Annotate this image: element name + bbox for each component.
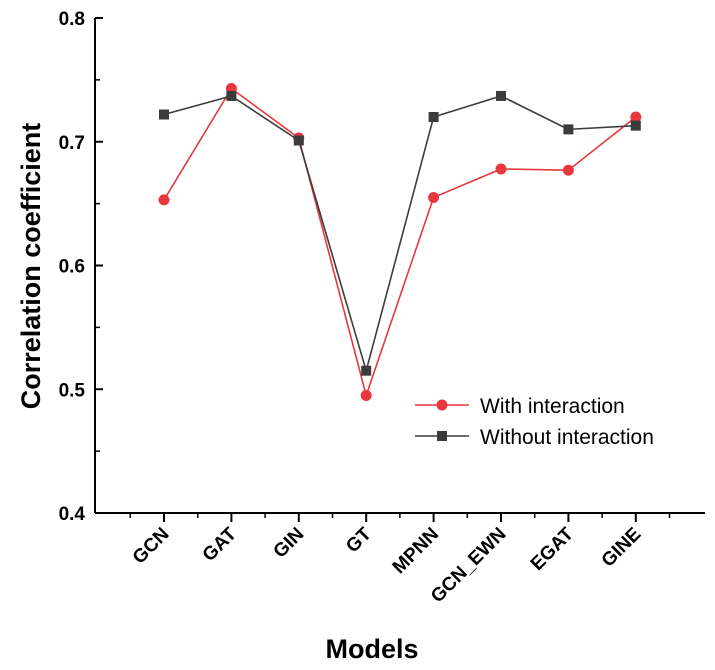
y-tick-label: 0.8 (59, 9, 85, 30)
y-axis-title: Correlation coefficient (16, 123, 46, 410)
legend-label: With interaction (480, 395, 625, 418)
y-tick-label: 0.7 (59, 133, 85, 154)
legend-marker (436, 399, 448, 411)
x-tick-label: EGAT (527, 523, 578, 574)
x-tick-label: GT (342, 523, 376, 557)
data-point (428, 112, 439, 122)
legend-marker (437, 431, 447, 441)
data-point (496, 90, 506, 101)
x-tick-label: GAT (199, 523, 241, 565)
series-2 (159, 90, 641, 376)
y-tick-label: 0.6 (59, 257, 85, 278)
legend-item: Without interaction (415, 426, 654, 449)
data-point (428, 191, 440, 203)
data-point (630, 111, 642, 123)
data-point (495, 163, 507, 175)
data-point (361, 365, 372, 376)
series-1 (158, 83, 642, 401)
x-axis-title: Models (325, 634, 418, 664)
legend: With interaction Without interaction (415, 395, 654, 449)
data-point (158, 194, 170, 206)
data-point (159, 109, 169, 120)
x-tick-label: MPNN (389, 524, 443, 578)
series-layer (158, 83, 642, 401)
series-line (163, 95, 636, 374)
data-point (360, 389, 372, 401)
data-point (293, 135, 304, 146)
data-point (226, 90, 237, 101)
data-point (563, 124, 574, 135)
series-line (163, 87, 637, 399)
legend-label: Without interaction (480, 426, 654, 449)
y-tick-label: 0.4 (59, 504, 86, 525)
x-tick-label: GINE (598, 524, 646, 572)
data-point (630, 120, 641, 131)
y-tick-label: 0.5 (59, 380, 86, 401)
legend-item: With interaction (415, 395, 625, 418)
x-tick-label: GCN (129, 524, 174, 569)
data-point (562, 164, 574, 176)
x-tick-label: GIN (270, 524, 309, 563)
